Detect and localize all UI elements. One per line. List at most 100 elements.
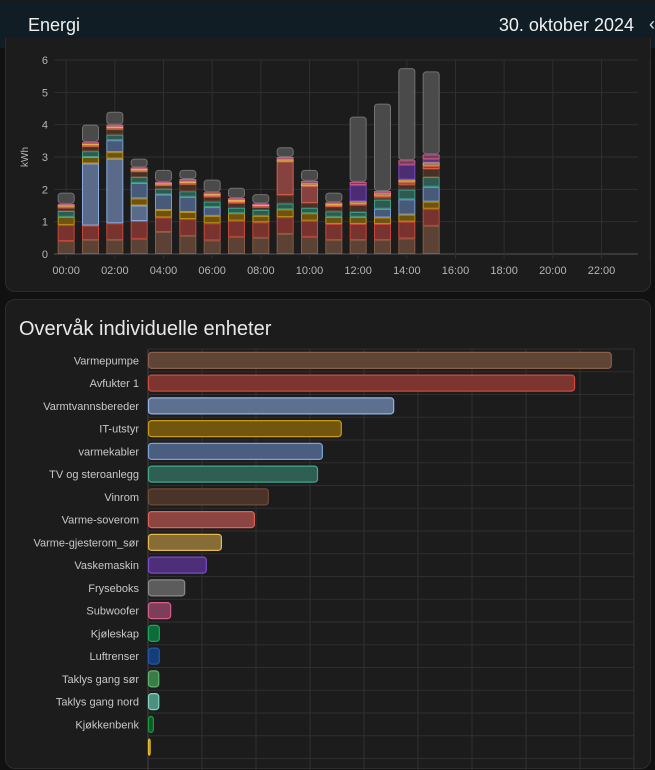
stacked-bar-segment [57,224,75,242]
stacked-bar-segment [398,184,416,190]
stacked-bar-segment [203,223,221,241]
stacked-bar-segment [130,158,148,168]
stacked-bar-segment [228,198,245,201]
x-tick-label: 12:00 [344,265,372,277]
device-bar [147,397,395,415]
stacked-bar-segment [349,216,367,224]
stacked-bar-segment [155,232,172,255]
stacked-bar-segment [349,201,367,204]
stacked-bar-segment [155,169,172,182]
stacked-bar-segment [106,134,124,141]
device-bar [147,624,160,642]
stacked-bar-segment [398,179,416,183]
stacked-bar-segment [179,191,197,197]
stacked-bar-segment [349,203,367,206]
stacked-bar-segment [155,217,172,233]
stacked-bar-segment [179,196,197,212]
stacked-bar-segment [325,206,343,212]
stacked-bar-segment [325,203,343,206]
stacked-bar-segment [398,164,416,180]
stacked-bar-segment [349,223,367,241]
stacked-bar-segment [325,223,343,241]
stacked-bar-segment [130,168,148,171]
device-bar [147,556,207,574]
stacked-bar-segment [325,240,343,254]
stacked-bar-segment [301,180,318,184]
stacked-bar-segment [228,220,245,237]
stacked-bar-segment [57,206,75,209]
device-label: varmekabler [78,446,139,458]
stacked-bar-segment [203,207,221,216]
stacked-bar-segment [228,187,245,199]
stacked-bar-segment [398,160,416,165]
x-tick-label: 18:00 [490,265,518,277]
y-axis-label: kWh [20,147,31,167]
stacked-bar-segment [82,240,99,254]
stacked-bar-segment [374,195,391,198]
stacked-bar-segment [276,161,294,196]
stacked-bar-segment [57,241,75,254]
stacked-bar-segment [203,179,221,193]
stacked-bar-segment [252,237,270,254]
y-tick-label: 5 [42,87,48,99]
page-title: Energi [28,15,81,35]
stacked-bar-segment [301,236,318,254]
stacked-bar-segment [422,159,440,163]
stacked-bar-segment [276,233,294,255]
stacked-bar-segment [130,205,148,222]
stacked-bar-segment [374,197,391,200]
stacked-bar-segment [57,192,75,204]
stacked-bar-segment [203,195,221,198]
device-bar [147,715,154,733]
stacked-bar-segment [155,182,172,185]
stacked-bar-segment [374,190,391,194]
stacked-bar-segment [374,103,391,191]
stacked-bar-segment [301,169,318,181]
stacked-bar-segment [155,194,172,211]
stacked-bar-segment [57,207,75,211]
device-label: IT-utstyr [99,424,139,436]
stacked-bar-segment [106,223,124,241]
stacked-bar-segment [398,68,416,161]
stacked-bar-segment [228,236,245,254]
stacked-bar-segment [422,162,440,166]
device-bar [147,488,269,506]
stacked-bar-segment [252,206,270,208]
stacked-bar-segment [374,199,391,209]
stacked-bar-segment [301,213,318,221]
date-picker-label[interactable]: 30. oktober 2024 [498,15,634,35]
stacked-bar-segment [349,204,367,212]
stacked-bar-segment [325,202,343,204]
stacked-bar-segment [155,181,172,184]
stacked-bar-segment [203,240,221,254]
stacked-bar-segment [301,208,318,214]
stacked-bar-segment [422,177,440,187]
stacked-bar-segment [398,214,416,222]
stacked-bar-segment [301,186,318,203]
device-label: Varme-soverom [62,515,139,527]
y-tick-label: 3 [42,152,48,164]
device-label: Varmepumpe [74,355,139,367]
stacked-bar-segment [57,203,75,206]
stacked-bar-segment [155,210,172,218]
x-tick-label: 14:00 [393,265,421,277]
stacked-bar-segment [179,169,197,179]
card-title: Overvåk individuelle enheter [19,318,272,340]
stacked-bar-segment [130,198,148,206]
stacked-bar-segment [106,140,124,153]
stacked-bar-segment [203,215,221,224]
device-bar [147,670,160,688]
device-bar [147,602,172,620]
stacked-bar-segment [252,215,270,223]
stacked-bar-segment [398,182,416,185]
stacked-bar-segment [155,188,172,195]
stacked-bar-segment [179,219,197,236]
stacked-bar-segment [301,183,318,187]
stacked-bar-segment [228,207,245,214]
stacked-bar-segment [374,240,391,254]
device-bar [147,351,612,369]
stacked-bar-segment [130,167,148,169]
stacked-bar-segment [374,223,391,241]
chevron-left-icon[interactable]: ‹ [649,14,655,34]
stacked-bar-segment [203,196,221,202]
